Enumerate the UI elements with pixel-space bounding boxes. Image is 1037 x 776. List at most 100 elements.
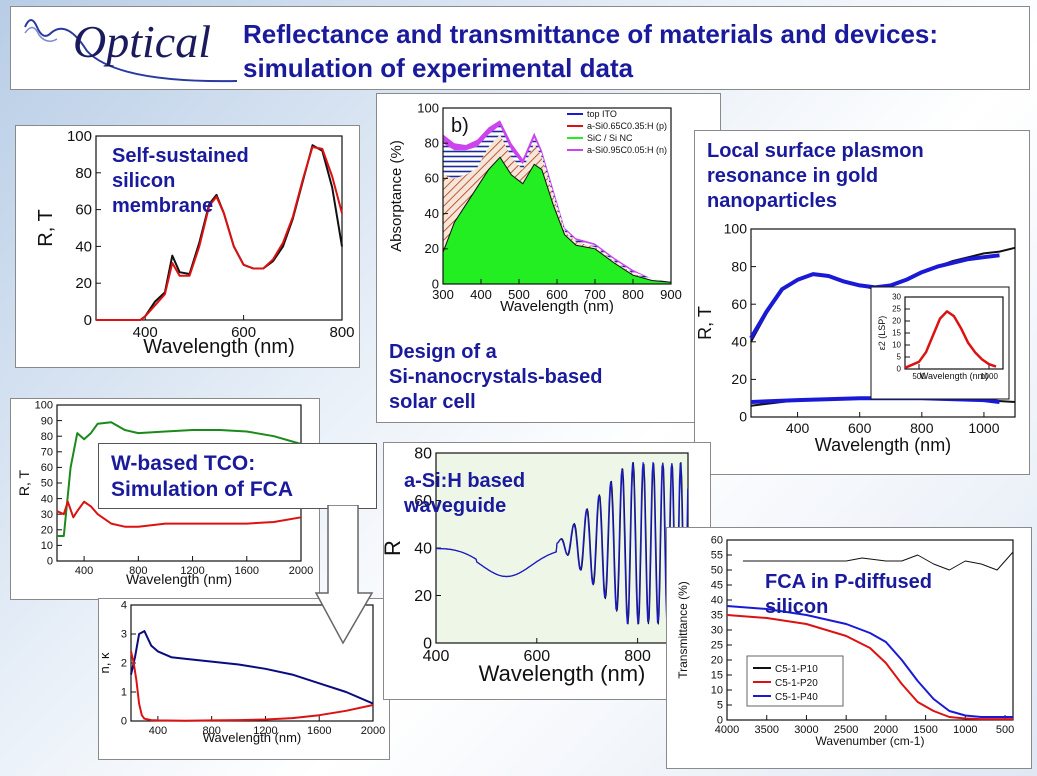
y-tick-label: 60 <box>75 202 92 219</box>
x-tick-label: 600 <box>848 420 872 436</box>
x-axis-label: Wavelength (nm) <box>815 435 951 455</box>
legend-entry: a-Si0.95C0.05:H (n) <box>587 145 667 155</box>
x-tick-label: 400 <box>133 324 158 341</box>
y-tick-label: 0 <box>121 716 127 728</box>
y-tick-label: 45 <box>711 580 723 592</box>
y-tick-label: 0 <box>84 312 92 329</box>
x-axis-label: Wavelength (nm) <box>126 571 232 587</box>
y-axis-label: ε2 (LSP) <box>877 316 887 351</box>
x-tick-label: 4000 <box>715 724 739 736</box>
panel-plasmon: 400 600 800 1000 0 20 40 60 80 100 Wavelength (nm)… <box>694 130 1030 475</box>
legend-entry: SiC / Si NC <box>587 133 633 143</box>
x-axis-label: Wavelength (nm) <box>500 298 614 315</box>
chart-waveguide: 400 600 800 0 20 40 60 80 Wavelength (nm) R <box>380 445 689 686</box>
y-axis-label: Transmittance (%) <box>676 581 690 679</box>
series-line-1 <box>56 500 302 528</box>
y-tick-label: 40 <box>425 206 439 221</box>
y-tick-label: 25 <box>892 305 901 314</box>
caption-fca: FCA in P-diffused silicon <box>765 571 933 618</box>
panel-waveguide: 400 600 800 0 20 40 60 80 Wavelength (nm) R a-Si:… <box>380 442 711 700</box>
legend-entry: top ITO <box>587 109 617 119</box>
y-tick-label: 0 <box>897 365 902 374</box>
x-tick-label: 900 <box>660 287 682 302</box>
x-tick-label: 800 <box>129 565 147 577</box>
x-axis-label: Wavelength (nm) <box>203 730 302 745</box>
x-tick-label: 600 <box>231 324 256 341</box>
x-tick-label: 400 <box>423 648 450 665</box>
x-tick-label: 1600 <box>235 565 259 577</box>
x-tick-label: 700 <box>584 287 606 302</box>
caption-box-tco: W-based TCO: Simulation of FCA <box>98 443 377 509</box>
x-tick-label: 1000 <box>980 372 998 381</box>
x-tick-label: 500 <box>508 287 530 302</box>
page-title: Reflectance and transmittance of materia… <box>243 19 939 83</box>
x-tick-label: 400 <box>786 420 810 436</box>
y-tick-label: 40 <box>731 333 747 349</box>
y-tick-label: 60 <box>414 493 432 510</box>
y-tick-label: 100 <box>67 128 92 145</box>
y-tick-label: 90 <box>41 415 53 427</box>
y-axis-label: R, T <box>16 469 32 496</box>
series-line-1 <box>96 146 343 321</box>
logo-wave-icon <box>24 19 238 83</box>
series-line-1 <box>726 614 1013 721</box>
y-tick-label: 15 <box>892 329 901 338</box>
y-tick-label: 4 <box>121 600 127 612</box>
y-tick-label: 10 <box>892 341 901 350</box>
y-tick-label: 0 <box>739 409 747 425</box>
chart-tco: 400 800 1200 1600 2000 0 10 20 30 40 50 60 70 80 90 100… <box>16 400 313 587</box>
x-tick-label: 2000 <box>289 565 313 577</box>
y-tick-label: 20 <box>425 241 439 256</box>
x-tick-label: 400 <box>470 287 492 302</box>
y-tick-label: 60 <box>711 535 723 547</box>
y-tick-label: 0 <box>432 276 439 291</box>
series-line-0 <box>130 630 374 705</box>
y-tick-label: 20 <box>711 655 723 667</box>
x-tick-label: 500 <box>912 372 926 381</box>
x-tick-label: 400 <box>149 725 167 737</box>
x-tick-label: 300 <box>432 287 454 302</box>
x-axis-label: Wavelength (nm) <box>479 661 646 686</box>
x-tick-label: 2000 <box>361 725 385 737</box>
y-tick-label: 10 <box>711 685 723 697</box>
arrow-down-icon <box>314 505 374 645</box>
y-tick-label: 60 <box>41 462 53 474</box>
chart-fca: 4000 3500 3000 2500 2000 1500 1000 500 0 5 10 15 20 2… <box>676 535 1014 748</box>
x-tick-label: 600 <box>523 648 550 665</box>
panel-tco-nk: 400 800 1200 1600 2000 0 1 2 3 4 Wavelength (nm) n,… <box>97 598 390 760</box>
x-tick-label: 800 <box>622 287 644 302</box>
y-tick-label: 20 <box>75 275 92 292</box>
y-tick-label: 5 <box>717 700 723 712</box>
x-tick-label: 600 <box>546 287 568 302</box>
chart-membrane: 400 600 800 0 20 40 60 80 100 Wavelength (nm) R, T <box>35 128 355 358</box>
caption-waveguide: a-Si:H based waveguide <box>404 470 526 517</box>
y-tick-label: 5 <box>897 353 902 362</box>
legend-entry: C5-1-P20 <box>775 678 818 689</box>
caption-membrane: Self-sustained silicon membrane <box>112 145 249 217</box>
y-tick-label: 80 <box>425 136 439 151</box>
x-axis-label: Wavenumber (cm-1) <box>816 734 925 748</box>
panel-solar: 300 400 500 600 700 800 900 0 20 40 60 80 100 Wavelen… <box>376 93 721 423</box>
chart-solar: 300 400 500 600 700 800 900 0 20 40 60 80 100 Wavelen… <box>388 100 682 315</box>
series-line-2 <box>726 605 1013 718</box>
y-axis-label: Absorptance (%) <box>388 140 405 252</box>
y-tick-label: 20 <box>892 317 901 326</box>
y-tick-label: 25 <box>711 640 723 652</box>
y-tick-label: 40 <box>41 493 53 505</box>
y-tick-label: 50 <box>41 478 53 490</box>
y-tick-label: 3 <box>121 629 127 641</box>
x-tick-label: 800 <box>624 648 651 665</box>
logo-text: Optical <box>73 16 211 67</box>
plot-frame <box>95 135 343 321</box>
legend-entry: a-Si0.65C0.35:H (p) <box>587 121 667 131</box>
y-tick-label: 70 <box>41 446 53 458</box>
y-axis-label: R <box>384 540 405 556</box>
panel-label-b: b) <box>451 115 469 137</box>
y-tick-label: 80 <box>41 431 53 443</box>
y-tick-label: 60 <box>731 296 747 312</box>
y-tick-label: 30 <box>892 293 901 302</box>
x-tick-label: 500 <box>996 724 1014 736</box>
x-tick-label: 1600 <box>307 725 331 737</box>
x-tick-label: 1000 <box>968 420 999 436</box>
